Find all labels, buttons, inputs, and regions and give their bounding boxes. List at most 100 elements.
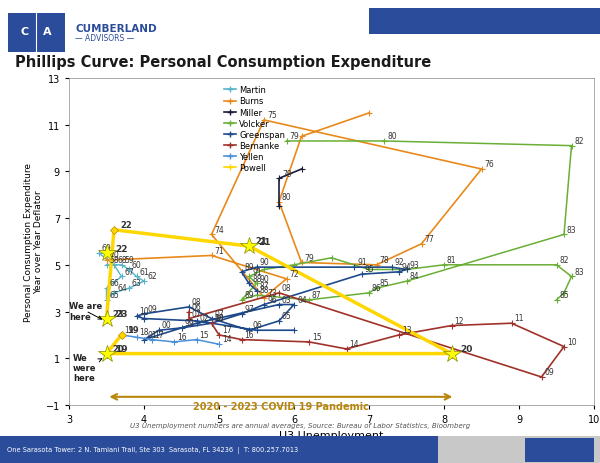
Text: 13: 13 [402,325,412,334]
Text: 23: 23 [113,309,124,318]
Text: 92: 92 [395,258,404,267]
Text: 89: 89 [245,263,254,271]
Text: 87: 87 [260,281,269,290]
Text: 22: 22 [115,244,128,253]
Text: 08: 08 [282,283,292,293]
Text: 00: 00 [162,321,172,330]
Text: 10: 10 [567,337,577,346]
Text: 76: 76 [484,160,494,169]
Text: 18: 18 [215,314,224,323]
Text: We
were
here: We were here [73,353,102,382]
Text: 06: 06 [192,302,202,311]
Text: 20: 20 [460,344,473,353]
Text: 18: 18 [139,328,149,337]
Text: 82: 82 [574,137,584,145]
Text: 80: 80 [282,193,292,201]
Text: C: C [21,26,29,37]
Text: 17: 17 [222,325,232,334]
Text: 23: 23 [115,310,128,319]
Text: 72: 72 [290,269,299,278]
Text: 80: 80 [387,132,397,141]
Text: U3 Unemployment numbers are annual averages, Source: Bureau of Labor Statistics,: U3 Unemployment numbers are annual avera… [130,422,470,428]
Text: 09: 09 [545,367,554,376]
Text: 20: 20 [113,344,124,353]
Text: 03: 03 [282,295,292,304]
Text: 87: 87 [312,290,322,300]
Text: 90: 90 [260,258,269,267]
Text: 15: 15 [312,332,322,341]
X-axis label: U3 Unemployment: U3 Unemployment [280,430,383,440]
Text: 19: 19 [115,344,128,353]
Text: 97: 97 [245,304,254,313]
Legend: Martin, Burns, Miller, Volcker, Greenspan, Bernanke, Yellen, Powell: Martin, Burns, Miller, Volcker, Greenspa… [220,83,289,176]
Text: 90: 90 [260,274,269,283]
Text: 83: 83 [567,225,577,234]
Text: 17: 17 [155,330,164,339]
Text: 64: 64 [117,283,127,293]
Text: 66: 66 [110,279,119,288]
Text: CUMBERLAND: CUMBERLAND [75,24,157,34]
Text: 77: 77 [425,234,434,244]
Text: 01: 01 [147,330,157,339]
Text: 79: 79 [290,132,299,141]
Text: 79: 79 [282,169,292,178]
Text: 60: 60 [132,260,142,269]
Text: 19: 19 [128,325,139,334]
Text: — ADVISORS —: — ADVISORS — [75,33,134,43]
Text: 09: 09 [147,304,157,313]
Text: 16: 16 [245,330,254,339]
Text: 83: 83 [574,267,584,276]
Text: 19: 19 [125,325,134,334]
Text: 89: 89 [245,290,254,300]
Text: 69: 69 [102,244,112,253]
Text: 82: 82 [559,256,569,264]
Text: 22: 22 [120,220,132,230]
Text: 70: 70 [110,251,119,260]
Text: 07: 07 [192,309,202,318]
Text: We are
here: We are here [69,301,102,321]
Text: 79: 79 [305,253,314,262]
Text: 93: 93 [409,260,419,269]
Text: 78: 78 [380,256,389,264]
Text: 71: 71 [215,246,224,255]
Text: 85: 85 [559,290,569,300]
Text: 96: 96 [267,295,277,304]
Text: 91: 91 [357,258,367,267]
Text: 88: 88 [252,274,262,283]
Text: 14: 14 [349,339,359,348]
Text: 98: 98 [215,314,224,323]
Text: 73: 73 [267,288,277,297]
Text: 94: 94 [402,263,412,271]
Text: 74: 74 [215,225,224,234]
Text: 84: 84 [409,272,419,281]
Text: 11: 11 [515,314,524,323]
Text: 65: 65 [110,290,119,300]
Text: 86: 86 [372,283,382,293]
Y-axis label: Personal Consumption Expenditure
Year over Year Deflator: Personal Consumption Expenditure Year ov… [23,163,43,321]
Text: 05: 05 [282,312,292,320]
Text: 58: 58 [110,256,119,264]
Text: 88: 88 [260,286,269,295]
Text: 04: 04 [297,295,307,304]
Text: 62: 62 [147,272,157,281]
Text: 15: 15 [199,330,209,339]
Text: 59: 59 [125,256,134,264]
Text: 99: 99 [185,319,194,327]
Text: 63: 63 [132,279,142,288]
Text: 10: 10 [139,307,149,316]
Text: 21: 21 [255,237,267,246]
Text: 14: 14 [222,335,232,344]
Text: 75: 75 [267,111,277,120]
Text: 91: 91 [252,267,262,276]
Text: 61: 61 [139,267,149,276]
Text: A: A [43,26,52,37]
Text: 16: 16 [177,332,187,341]
Text: 07: 07 [215,309,224,318]
Text: 12: 12 [454,316,464,325]
Text: 2020 - 2023 COVID 19 Pandemic: 2020 - 2023 COVID 19 Pandemic [193,401,369,412]
Text: Phillips Curve: Personal Consumption Expenditure: Phillips Curve: Personal Consumption Exp… [15,55,431,70]
Text: 08: 08 [192,297,202,307]
Text: 95: 95 [365,265,374,274]
Text: 67: 67 [125,267,134,276]
Text: 21: 21 [258,237,271,246]
